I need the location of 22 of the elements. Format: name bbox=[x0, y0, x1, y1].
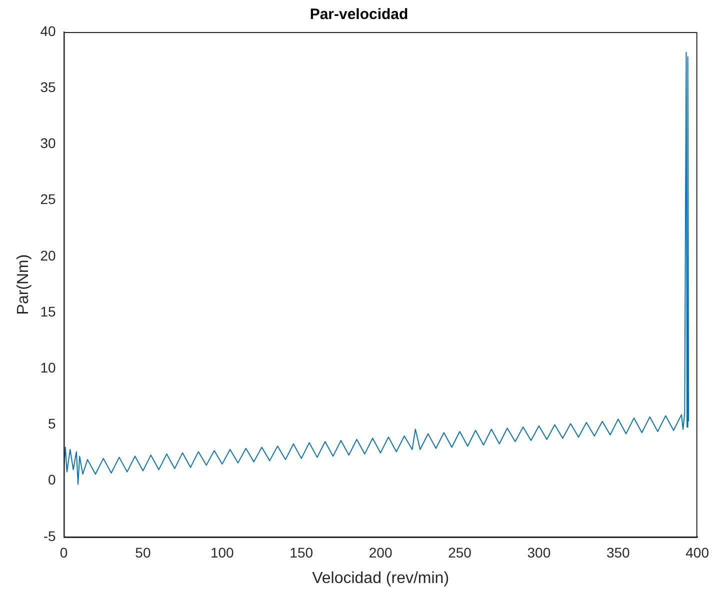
y-tick-label: 35 bbox=[40, 78, 56, 95]
y-tick-label: 20 bbox=[40, 247, 56, 264]
x-tick-label: 400 bbox=[686, 544, 710, 560]
y-tick-label: 10 bbox=[40, 360, 56, 376]
y-tick-label: -5 bbox=[43, 528, 56, 544]
y-tick-label: 15 bbox=[40, 303, 56, 320]
x-tick-label: 200 bbox=[368, 544, 392, 560]
y-tick-label: 25 bbox=[40, 191, 56, 208]
x-tick-label: 350 bbox=[606, 544, 630, 560]
y-tick-label: 30 bbox=[40, 135, 56, 152]
x-tick-label: 50 bbox=[135, 544, 151, 560]
chart-title: Par-velocidad bbox=[310, 6, 408, 24]
x-tick-label: 100 bbox=[210, 544, 234, 560]
y-tick-label: 40 bbox=[40, 22, 56, 39]
x-tick-label: 0 bbox=[60, 544, 68, 560]
x-tick-label: 150 bbox=[290, 544, 314, 560]
y-tick-label: 0 bbox=[48, 472, 56, 488]
y-tick-label: 5 bbox=[48, 416, 56, 432]
x-axis-title: Velocidad (rev/min) bbox=[312, 570, 450, 587]
y-axis-title: Par(Nm) bbox=[15, 254, 32, 315]
x-tick-label: 300 bbox=[527, 544, 551, 560]
x-tick-label: 250 bbox=[448, 544, 472, 560]
